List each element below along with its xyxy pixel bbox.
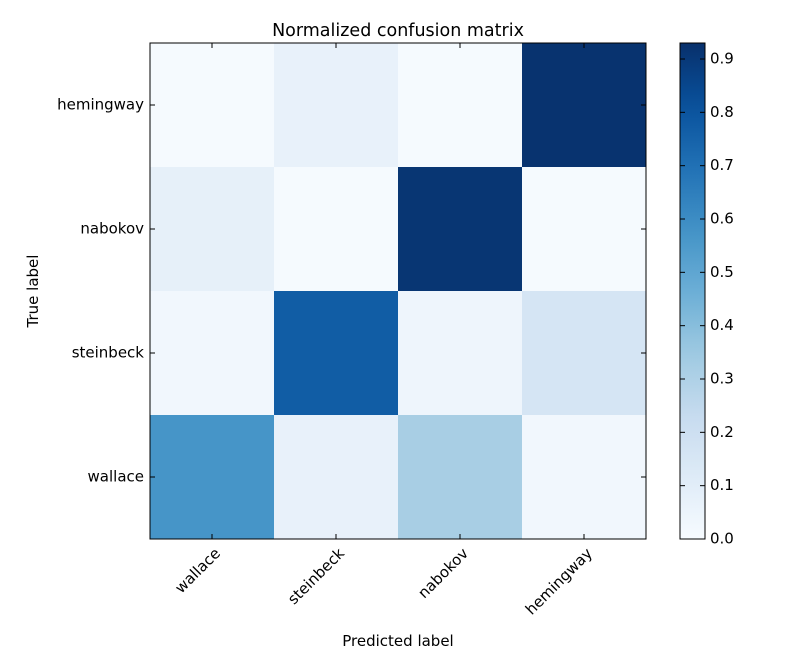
heatmap-ticks xyxy=(150,43,646,539)
colorbar-tick-label: 0.2 xyxy=(710,423,734,441)
x-tick-labels: wallace steinbeck nabokov hemingway xyxy=(171,544,596,618)
heatmap-cell xyxy=(150,167,275,292)
colorbar-tick-label: 0.9 xyxy=(710,50,734,68)
colorbar-tick-label: 0.8 xyxy=(710,103,734,121)
heatmap-cell xyxy=(398,43,523,168)
y-axis-label: True label xyxy=(24,255,42,329)
chart-title: Normalized confusion matrix xyxy=(272,21,524,41)
heatmap-cell xyxy=(274,167,399,292)
heatmap-cell xyxy=(150,415,275,540)
heatmap-cell xyxy=(398,415,523,540)
x-tick-label: nabokov xyxy=(414,544,472,602)
heatmap-cell xyxy=(274,291,399,416)
y-tick-label: nabokov xyxy=(80,220,144,238)
heatmap-cell xyxy=(150,43,275,168)
x-tick-label: wallace xyxy=(171,544,224,597)
colorbar-tick-label: 0.3 xyxy=(710,370,734,388)
heatmap-cell xyxy=(522,291,647,416)
heatmap-cells xyxy=(150,43,647,540)
x-axis-label: Predicted label xyxy=(342,632,453,650)
heatmap-cell xyxy=(522,415,647,540)
heatmap-frame xyxy=(149,42,647,540)
heatmap-cell xyxy=(522,167,647,292)
heatmap-cell xyxy=(150,291,275,416)
colorbar-tick-label: 0.6 xyxy=(710,210,734,228)
y-tick-label: hemingway xyxy=(57,96,144,114)
heatmap-cell xyxy=(274,415,399,540)
colorbar-tick-label: 0.0 xyxy=(710,530,734,548)
heatmap-cell xyxy=(398,167,523,292)
colorbar xyxy=(679,42,706,540)
colorbar-tick-label: 0.1 xyxy=(710,476,734,494)
y-tick-label: wallace xyxy=(88,468,144,486)
colorbar-tick-label: 0.5 xyxy=(710,263,734,281)
y-tick-labels: hemingway nabokov steinbeck wallace xyxy=(57,96,144,486)
x-tick-label: hemingway xyxy=(522,544,596,618)
heatmap-cell xyxy=(522,43,647,168)
x-tick-label: steinbeck xyxy=(284,544,348,608)
heatmap-cell xyxy=(398,291,523,416)
y-tick-label: steinbeck xyxy=(72,344,145,362)
heatmap-cell xyxy=(274,43,399,168)
colorbar-tick-label: 0.7 xyxy=(710,156,734,174)
colorbar-ticks: 0.0 0.1 0.2 0.3 0.4 0.5 0.6 0.7 0.8 0.9 xyxy=(680,50,734,548)
colorbar-tick-label: 0.4 xyxy=(710,316,734,334)
